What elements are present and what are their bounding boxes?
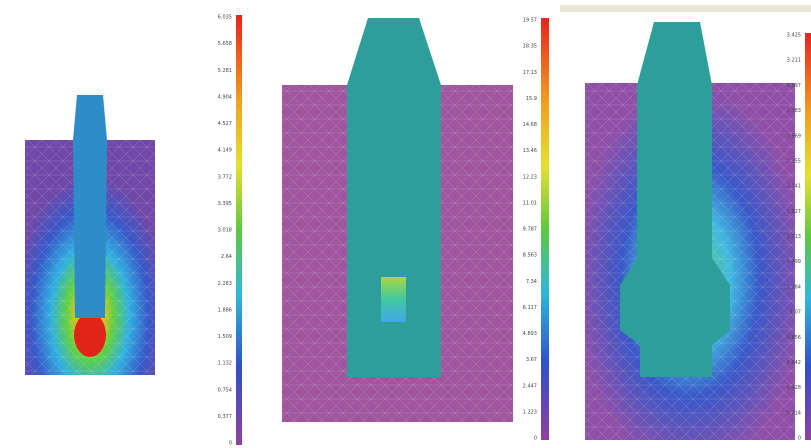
panel-3 — [560, 5, 811, 440]
colorbar-label: 0.214 — [787, 410, 801, 416]
colorbar-label: 0.856 — [787, 335, 801, 341]
colorbar-label: 3.018 — [218, 228, 232, 234]
colorbar-label: 19.57 — [523, 18, 537, 24]
colorbar-label: 3.425 — [787, 33, 801, 39]
colorbar-label: 8.563 — [523, 253, 537, 259]
post — [347, 18, 441, 377]
colorbar-label: 1.713 — [787, 234, 801, 240]
colorbar-label: 1.927 — [787, 209, 801, 215]
colorbar-label: 6.117 — [523, 305, 537, 311]
insert — [381, 277, 406, 322]
colorbar-label: 13.46 — [523, 148, 537, 154]
colorbar-label: 2.64 — [221, 254, 232, 260]
colorbar-label: 5.658 — [218, 41, 232, 47]
panel-1 — [25, 15, 242, 445]
hotspot — [74, 313, 106, 357]
colorbar — [541, 18, 549, 440]
colorbar-label: 15.9 — [526, 96, 537, 102]
colorbar-label: 0 — [534, 436, 537, 442]
colorbar-label: 6.035 — [218, 15, 232, 21]
colorbar-label: 2.447 — [523, 383, 537, 389]
colorbar-label: 3.67 — [526, 357, 537, 363]
colorbar-label: 9.787 — [523, 227, 537, 233]
colorbar-label: 4.149 — [218, 148, 232, 154]
colorbar-label: 4.904 — [218, 94, 232, 100]
colorbar-label: 12.23 — [523, 174, 537, 180]
colorbar-label: 0.377 — [218, 414, 232, 420]
colorbar — [805, 33, 811, 440]
colorbar-label: 5.281 — [218, 68, 232, 74]
top-bar — [560, 5, 811, 12]
colorbar-label: 17.13 — [523, 70, 537, 76]
colorbar-label: 0 — [229, 441, 232, 447]
colorbar-label: 3.395 — [218, 201, 232, 207]
colorbar-label: 0.754 — [218, 387, 232, 393]
colorbar-label: 2.141 — [787, 184, 801, 190]
colorbar-label: 1.499 — [787, 259, 801, 265]
colorbar-label: 2.263 — [218, 281, 232, 287]
post — [73, 95, 107, 318]
post — [620, 22, 730, 377]
colorbar-label: 18.35 — [523, 44, 537, 50]
colorbar-label: 2.569 — [787, 133, 801, 139]
colorbar-label: 3.211 — [787, 58, 801, 64]
panel-2 — [282, 18, 549, 440]
colorbar — [236, 15, 242, 445]
colorbar-label: 1.223 — [523, 409, 537, 415]
colorbar-label: 2.783 — [787, 108, 801, 114]
colorbar-label: 0.428 — [787, 385, 801, 391]
colorbar-label: 0 — [798, 436, 801, 442]
colorbar-label: 1.07 — [790, 310, 801, 316]
colorbar-label: 2.997 — [787, 83, 801, 89]
colorbar-label: 1.132 — [218, 361, 232, 367]
colorbar-label: 0.642 — [787, 360, 801, 366]
colorbar-label: 2.355 — [787, 158, 801, 164]
colorbar-label: 1.509 — [218, 334, 232, 340]
colorbar-label: 7.34 — [526, 279, 537, 285]
colorbar-label: 4.527 — [218, 121, 232, 127]
colorbar-label: 3.772 — [218, 174, 232, 180]
colorbar-label: 1.284 — [787, 284, 801, 290]
colorbar-label: 11.01 — [523, 200, 537, 206]
colorbar-label: 14.68 — [523, 122, 537, 128]
colorbar-label: 4.893 — [523, 331, 537, 337]
colorbar-label: 1.886 — [218, 307, 232, 313]
